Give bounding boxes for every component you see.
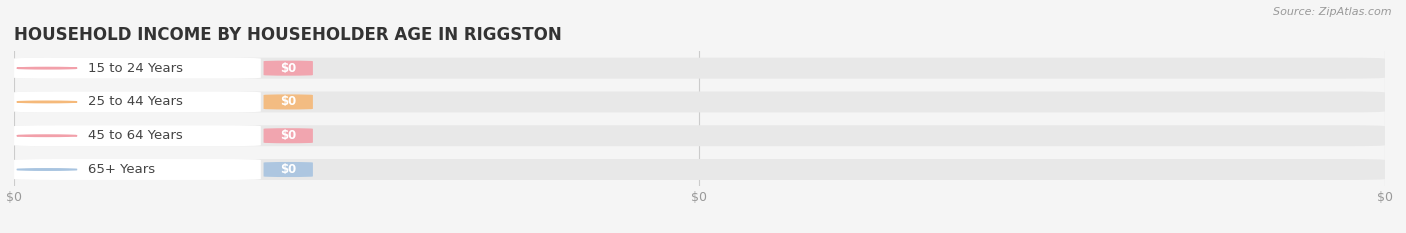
Circle shape [17, 67, 77, 69]
Text: 65+ Years: 65+ Years [89, 163, 155, 176]
Circle shape [17, 169, 77, 170]
Text: Source: ZipAtlas.com: Source: ZipAtlas.com [1274, 7, 1392, 17]
Text: $0: $0 [280, 163, 297, 176]
Text: HOUSEHOLD INCOME BY HOUSEHOLDER AGE IN RIGGSTON: HOUSEHOLD INCOME BY HOUSEHOLDER AGE IN R… [14, 26, 562, 44]
FancyBboxPatch shape [14, 58, 1385, 79]
FancyBboxPatch shape [14, 92, 1385, 112]
FancyBboxPatch shape [14, 159, 262, 180]
Text: $0: $0 [280, 129, 297, 142]
Text: 45 to 64 Years: 45 to 64 Years [89, 129, 183, 142]
Text: 15 to 24 Years: 15 to 24 Years [89, 62, 183, 75]
Circle shape [17, 135, 77, 137]
Text: $0: $0 [280, 62, 297, 75]
Text: 25 to 44 Years: 25 to 44 Years [89, 96, 183, 108]
FancyBboxPatch shape [14, 125, 1385, 146]
FancyBboxPatch shape [263, 162, 314, 177]
FancyBboxPatch shape [263, 94, 314, 110]
FancyBboxPatch shape [263, 128, 314, 143]
FancyBboxPatch shape [263, 61, 314, 76]
FancyBboxPatch shape [14, 159, 1385, 180]
Circle shape [17, 101, 77, 103]
FancyBboxPatch shape [14, 92, 262, 112]
FancyBboxPatch shape [14, 58, 262, 79]
FancyBboxPatch shape [14, 125, 262, 146]
Text: $0: $0 [280, 96, 297, 108]
